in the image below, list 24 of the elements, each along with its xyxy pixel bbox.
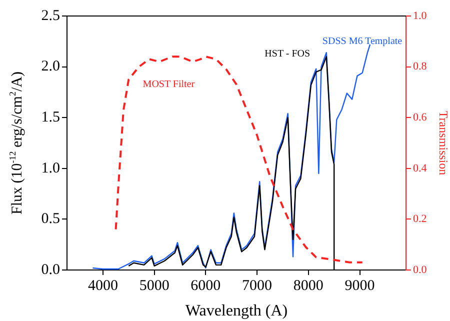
y-tick-label: 0.5 [41,211,60,228]
y2-tick-label: 0.0 [413,264,428,276]
y-tick-label: 2.5 [41,8,60,24]
y2-tick-label: 1.0 [413,10,428,22]
y2-tick-label: 0.4 [413,162,428,174]
y2-axis-title: Transmission [436,110,450,176]
y2-tick-label: 0.8 [413,60,428,73]
y2-tick-label: 0.6 [413,111,428,124]
series-label: HST - FOS [264,48,310,60]
y-tick-label: 0.0 [41,262,60,278]
y-tick-label: 2.0 [41,58,60,75]
x-tick-label: 8000 [293,278,324,294]
x-tick-label: 5000 [139,278,170,294]
line-series [114,56,364,264]
y-tick-label: 1.5 [41,110,60,126]
x-tick-label: 4000 [88,278,118,294]
x-tick-label: 6000 [190,278,221,294]
x-axis-title: Wavelength (A) [185,302,288,320]
x-tick-label: 7000 [242,278,272,294]
y-tick-label: 1.0 [41,160,60,176]
series-label: SDSS M6 Template [322,36,403,48]
x-tick-label: 9000 [344,278,375,294]
series-label: MOST Filter [142,79,196,90]
y2-tick-label: 0.2 [413,213,427,226]
